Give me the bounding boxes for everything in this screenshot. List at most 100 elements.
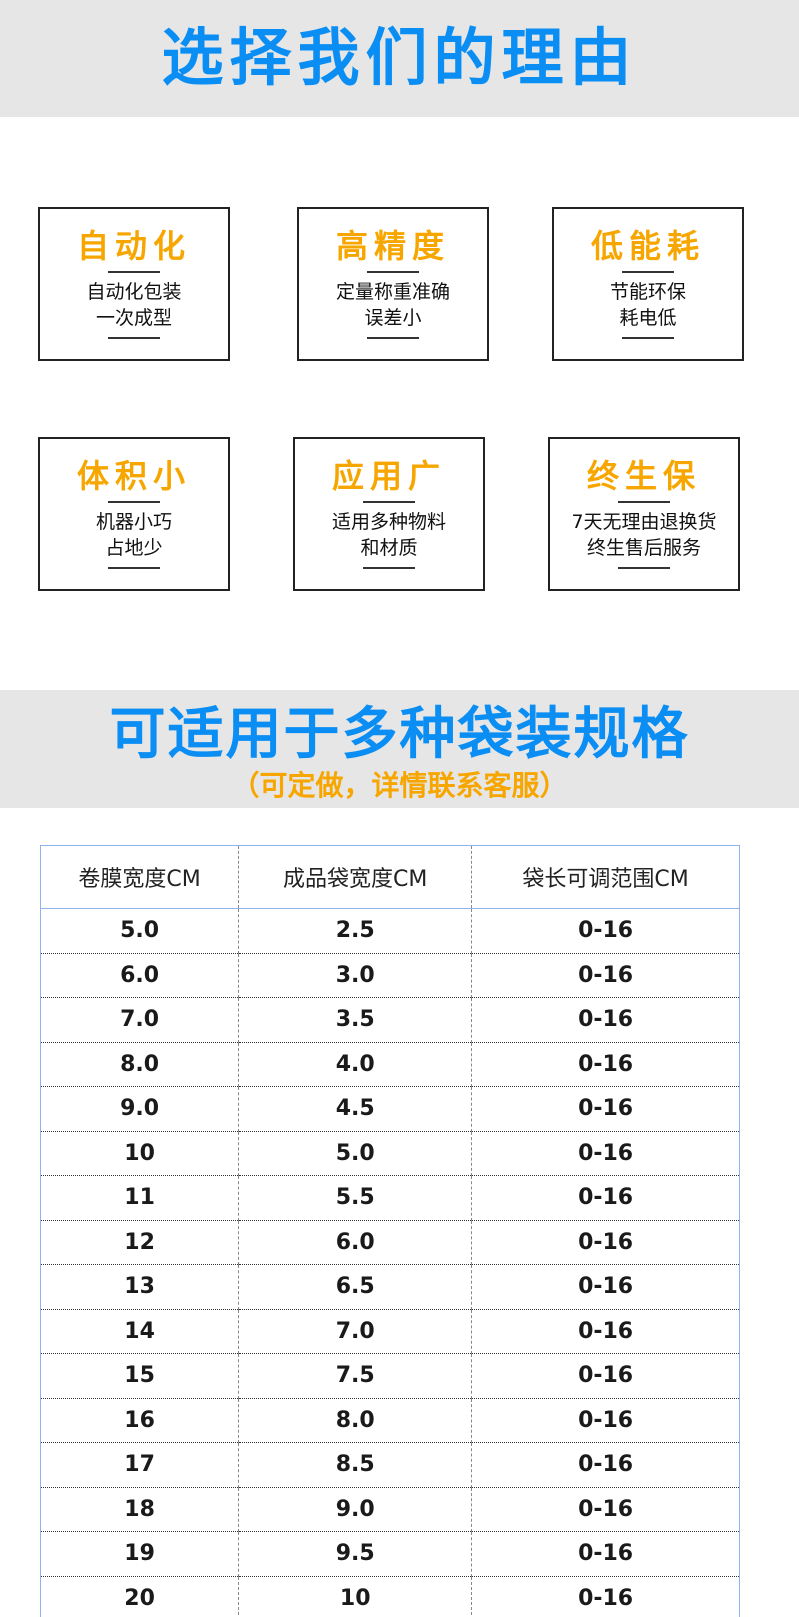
table-cell: 9.0 xyxy=(238,1486,472,1532)
table-cell: 0-16 xyxy=(471,1353,740,1398)
table-cell: 11 xyxy=(40,1175,239,1220)
table-row: 13 6.5 0-16 xyxy=(40,1264,740,1309)
divider xyxy=(618,567,670,569)
feature-card: 自动化 自动化包装 一次成型 xyxy=(38,207,230,361)
table-row: 12 6.0 0-16 xyxy=(40,1219,740,1265)
table-cell: 17 xyxy=(40,1442,239,1487)
specs-title: 可适用于多种袋装规格 xyxy=(109,702,690,767)
table-cell: 6.0 xyxy=(40,952,239,998)
table-cell: 2.5 xyxy=(238,908,472,953)
feature-line: 适用多种物料 xyxy=(331,511,446,533)
feature-card: 低能耗 节能环保 耗电低 xyxy=(552,207,744,361)
feature-line: 误差小 xyxy=(364,307,422,329)
table-row: 17 8.5 0-16 xyxy=(40,1442,740,1487)
header-bag-width: 成品袋宽度CM xyxy=(238,845,472,909)
table-cell: 5.0 xyxy=(120,918,160,944)
feature-title: 应用广 xyxy=(331,457,446,495)
header-bag-length-range: 袋长可调范围CM xyxy=(471,845,740,909)
feature-card: 应用广 适用多种物料 和材质 xyxy=(293,437,485,591)
reasons-title: 选择我们的理由 xyxy=(161,21,638,94)
table-row: 10 5.0 0-16 xyxy=(40,1130,740,1176)
table-cell: 3.5 xyxy=(238,997,472,1042)
table-cell: 8.0 xyxy=(40,1041,239,1087)
table-cell: 19 xyxy=(40,1531,239,1576)
feature-line: 机器小巧 xyxy=(95,511,172,533)
table-cell: 0-16 xyxy=(471,1130,740,1176)
table-cell: 0-16 xyxy=(471,1486,740,1532)
feature-line: 占地少 xyxy=(105,537,163,559)
table-cell: 5.5 xyxy=(238,1175,472,1220)
table-cell: 0-16 xyxy=(471,1041,740,1087)
feature-title: 终生保 xyxy=(586,457,701,495)
table-cell: 8.5 xyxy=(238,1442,472,1487)
table-cell: 10 xyxy=(238,1575,472,1617)
table-cell: 0-16 xyxy=(471,1531,740,1576)
feature-title: 高精度 xyxy=(335,227,450,265)
table-cell: 0-16 xyxy=(471,1397,740,1443)
feature-title: 体积小 xyxy=(76,457,191,495)
table-cell: 13 xyxy=(40,1264,239,1309)
feature-line: 自动化包装 xyxy=(86,281,182,303)
table-cell: 14 xyxy=(40,1308,239,1354)
table-row: 16 8.0 0-16 xyxy=(40,1397,740,1443)
table-cell: 0-16 xyxy=(471,1175,740,1220)
table-cell: 7.0 xyxy=(238,1308,472,1354)
table-cell: 9.0 xyxy=(40,1086,239,1131)
divider xyxy=(108,501,160,503)
table-row: 7.0 3.5 0-16 xyxy=(40,997,740,1042)
table-cell: 0-16 xyxy=(471,1442,740,1487)
specs-subtitle: （可定做，详情联系客服） xyxy=(231,769,568,802)
feature-line: 和材质 xyxy=(360,537,418,559)
table-row: 20 10 0-16 xyxy=(40,1575,740,1617)
spec-table: 卷膜宽度CM 成品袋宽度CM 袋长可调范围CM 5.0 2.5 0-16 6.0 3.0… xyxy=(40,845,740,1617)
divider xyxy=(367,337,419,339)
table-cell: 4.5 xyxy=(238,1086,472,1131)
feature-line: 定量称重准确 xyxy=(335,281,450,303)
feature-line: 7天无理由退换货 xyxy=(571,511,717,533)
feature-line: 耗电低 xyxy=(619,307,677,329)
divider xyxy=(622,271,674,273)
table-row: 5.0 2.5 0-16 xyxy=(41,908,740,953)
table-cell: 0-16 xyxy=(471,997,740,1042)
table-row: 8.0 4.0 0-16 xyxy=(40,1041,740,1087)
divider xyxy=(108,271,160,273)
specs-header-band: 可适用于多种袋装规格 （可定做，详情联系客服） xyxy=(0,690,799,808)
header-film-width: 卷膜宽度CM xyxy=(40,845,239,909)
table-cell: 4.0 xyxy=(238,1041,472,1087)
feature-card: 终生保 7天无理由退换货 终生售后服务 xyxy=(548,437,740,591)
table-row: 18 9.0 0-16 xyxy=(40,1486,740,1532)
table-cell: 0-16 xyxy=(471,1086,740,1131)
feature-card: 体积小 机器小巧 占地少 xyxy=(38,437,230,591)
feature-title: 自动化 xyxy=(76,227,191,265)
table-cell: 3.0 xyxy=(238,952,472,998)
feature-card: 高精度 定量称重准确 误差小 xyxy=(297,207,489,361)
spec-table-header: 卷膜宽度CM 成品袋宽度CM 袋长可调范围CM xyxy=(40,845,740,909)
divider xyxy=(618,501,670,503)
table-cell: 9.5 xyxy=(238,1531,472,1576)
feature-line: 节能环保 xyxy=(609,281,686,303)
table-cell: 6.5 xyxy=(238,1264,472,1309)
divider xyxy=(367,271,419,273)
divider xyxy=(108,567,160,569)
divider xyxy=(108,337,160,339)
feature-title: 低能耗 xyxy=(590,227,705,265)
table-cell: 15 xyxy=(40,1353,239,1398)
table-row: 6.0 3.0 0-16 xyxy=(40,952,740,998)
table-cell: 0-16 xyxy=(471,1264,740,1309)
table-cell: 7.0 xyxy=(40,997,239,1042)
table-row: 19 9.5 0-16 xyxy=(40,1531,740,1576)
divider xyxy=(363,567,415,569)
table-row: 15 7.5 0-16 xyxy=(40,1353,740,1398)
divider xyxy=(622,337,674,339)
table-row: 14 7.0 0-16 xyxy=(40,1308,740,1354)
feature-line: 一次成型 xyxy=(95,307,172,329)
divider xyxy=(363,501,415,503)
table-cell: 0-16 xyxy=(471,908,740,953)
table-cell: 20 xyxy=(40,1575,239,1617)
table-row: 9.0 4.5 0-16 xyxy=(40,1086,740,1131)
table-cell: 0-16 xyxy=(471,1575,740,1617)
table-cell: 10 xyxy=(40,1130,239,1176)
table-cell: 8.0 xyxy=(238,1397,472,1443)
table-cell: 12 xyxy=(40,1219,239,1265)
